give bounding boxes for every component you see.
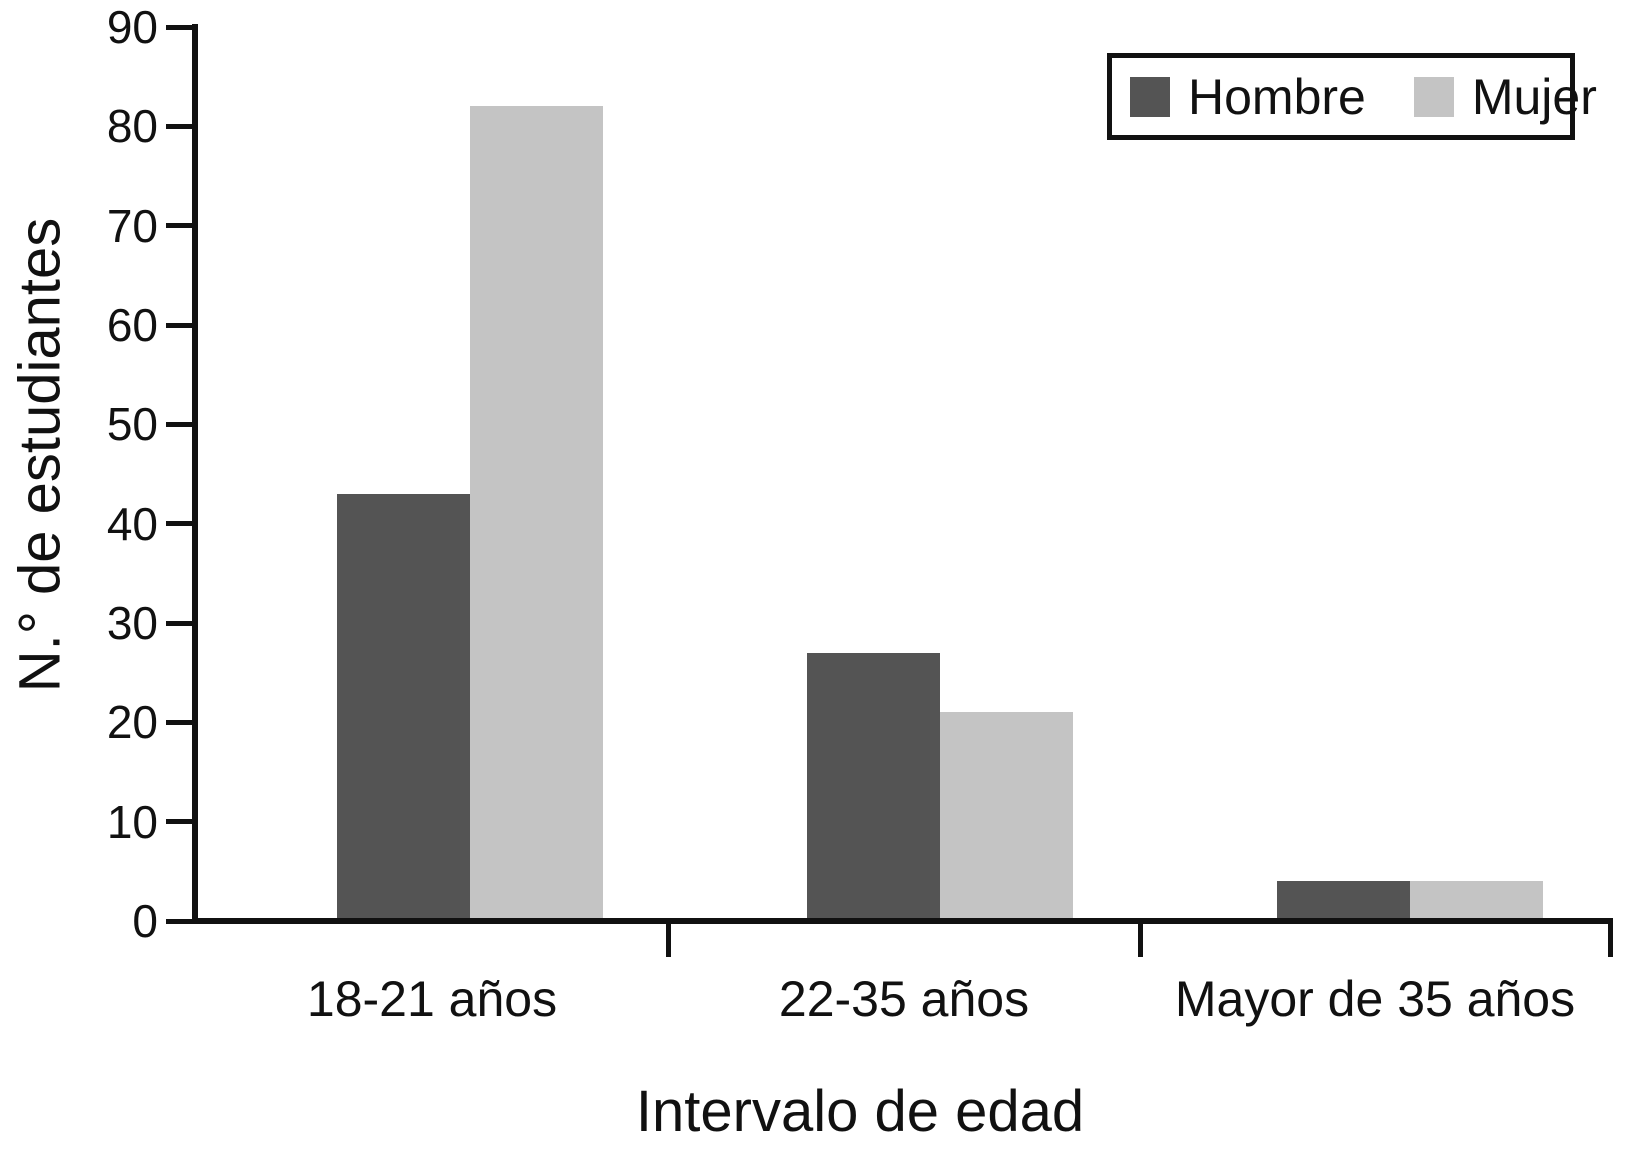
y-tick-30 <box>166 620 193 626</box>
legend-item-hombre: Hombre <box>1130 72 1366 122</box>
bar-mujer-group1 <box>470 106 603 921</box>
y-tick-20 <box>166 719 193 725</box>
y-tick-label-20: 20 <box>106 696 158 749</box>
y-tick-label-10: 10 <box>106 795 158 848</box>
y-tick-label-40: 40 <box>106 497 158 550</box>
x-category-label-3: Mayor de 35 años <box>1174 971 1576 1027</box>
legend-label-hombre: Hombre <box>1188 68 1366 125</box>
x-axis-line <box>192 918 1613 924</box>
y-tick-80 <box>166 123 193 129</box>
x-tick-2 <box>1137 921 1143 957</box>
y-tick-40 <box>166 521 193 527</box>
bar-hombre-group3 <box>1277 881 1410 921</box>
y-axis-line <box>192 24 198 924</box>
x-category-label-1: 18-21 años <box>306 971 558 1027</box>
bar-hombre-group1 <box>337 493 470 921</box>
y-tick-50 <box>166 421 193 427</box>
y-tick-label-90: 90 <box>106 1 158 53</box>
y-tick-70 <box>166 223 193 229</box>
y-tick-0 <box>166 918 193 924</box>
x-tick-3 <box>1607 921 1613 957</box>
y-tick-90 <box>166 24 193 30</box>
legend-swatch-mujer <box>1413 76 1454 117</box>
bar-mujer-group2 <box>940 712 1073 921</box>
x-axis-title: Intervalo de edad <box>635 1079 1085 1144</box>
y-tick-60 <box>166 322 193 328</box>
y-tick-label-70: 70 <box>106 199 158 252</box>
bar-hombre-group2 <box>807 652 940 921</box>
x-category-label-2: 22-35 años <box>778 971 1030 1027</box>
y-tick-10 <box>166 819 193 825</box>
y-tick-label-60: 60 <box>106 299 158 351</box>
legend: Hombre Mujer <box>1107 53 1597 140</box>
y-tick-label-50: 50 <box>106 398 158 451</box>
x-tick-1 <box>665 921 671 957</box>
y-tick-label-80: 80 <box>106 100 158 153</box>
legend-item-mujer: Mujer <box>1413 68 1597 125</box>
legend-swatch-hombre <box>1130 76 1170 117</box>
bar-mujer-group3 <box>1410 881 1543 921</box>
y-tick-label-30: 30 <box>106 597 158 649</box>
y-tick-label-0: 0 <box>132 895 158 947</box>
legend-label-mujer: Mujer <box>1471 68 1597 125</box>
